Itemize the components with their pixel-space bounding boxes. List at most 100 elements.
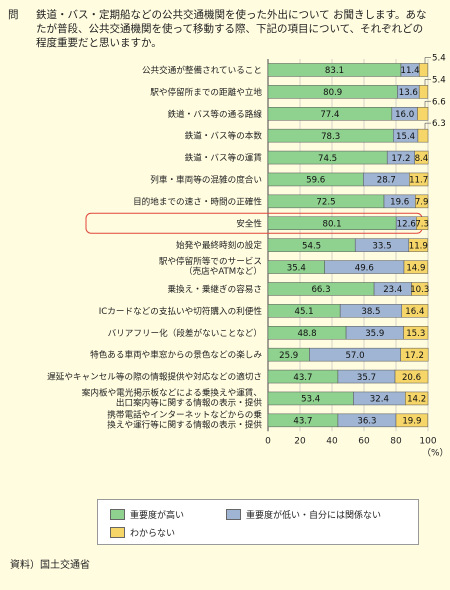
data-label: 57.0 <box>345 351 364 361</box>
data-label: 32.4 <box>370 395 389 405</box>
category-label: 安全性 <box>236 217 262 229</box>
bar-segment <box>418 63 429 77</box>
data-label: 36.3 <box>357 417 376 427</box>
category-label: バリアフリー化（段差がないことなど） <box>108 327 262 339</box>
data-label: 13.6 <box>399 88 418 98</box>
bar-segment <box>417 107 429 121</box>
data-label: 33.5 <box>372 241 391 251</box>
data-label: 49.6 <box>355 263 374 273</box>
data-label: 16.0 <box>395 110 414 120</box>
data-label: 23.4 <box>383 285 402 295</box>
bar-segment <box>394 369 429 384</box>
bar-segment <box>417 128 429 143</box>
bar-segment <box>401 304 429 318</box>
data-label: 14.2 <box>407 395 426 405</box>
data-label: 38.5 <box>361 307 380 317</box>
category-label: 目的地までの速さ・時間の正確性 <box>133 195 262 207</box>
data-label: 43.7 <box>293 417 312 427</box>
data-label: 72.5 <box>316 198 335 208</box>
data-label: 25.9 <box>279 351 298 361</box>
x-tick-label: 40 <box>326 436 338 446</box>
bar-segment <box>415 194 429 209</box>
data-label: 11.7 <box>409 176 428 186</box>
question-block: 問 鉄道・バス・定期船などの公共交通機関を使った外出について お聞きします。あな… <box>8 8 428 50</box>
category-label: 乗換え・乗継ぎの容易さ <box>167 283 262 295</box>
legend-label-high: 重要度が高い <box>130 511 185 521</box>
data-label: 53.4 <box>301 395 320 405</box>
bar-segment <box>403 260 429 274</box>
bar-segment <box>400 347 429 362</box>
data-label: 7.9 <box>415 198 429 208</box>
data-label: 10.3 <box>410 285 429 295</box>
callout-label: 5.4 <box>432 53 446 63</box>
category-label: 案内板や電光掲示板などによる乗換えや運賃、出口案内等に関する情報の表示・提供 <box>82 386 263 408</box>
legend-item-low: 重要度が低い・自分には関係ない <box>226 508 381 521</box>
callout-label: 6.3 <box>432 119 446 129</box>
data-label: 17.2 <box>391 154 410 164</box>
question-text: 鉄道・バス・定期船などの公共交通機関を使った外出について お聞きします。あなたが… <box>36 9 427 49</box>
data-label: 11.9 <box>409 241 428 251</box>
bar-segment <box>403 326 429 340</box>
x-tick-label: 80 <box>390 436 402 446</box>
data-label: 80.1 <box>323 219 342 229</box>
data-label: 74.5 <box>318 154 337 164</box>
data-label: 78.3 <box>321 132 340 142</box>
legend-swatch-high <box>110 509 125 520</box>
x-tick-label: 100 <box>419 436 436 446</box>
legend-label-unknown: わからない <box>130 529 176 539</box>
category-label: 鉄道・バス等の運賃 <box>185 152 263 164</box>
data-label: 59.6 <box>306 176 325 186</box>
x-tick-label: 60 <box>358 436 370 446</box>
data-label: 66.3 <box>311 285 330 295</box>
data-label: 35.7 <box>357 373 376 383</box>
callout-label: 6.6 <box>432 97 446 107</box>
x-tick-label: 20 <box>294 436 306 446</box>
legend-item-high: 重要度が高い <box>110 508 184 521</box>
bar-segment <box>414 150 429 165</box>
category-label: 列車・車両等の混雑の度合い <box>150 173 262 185</box>
data-label: 35.4 <box>287 263 306 273</box>
category-label: 特色ある車両や車窓からの景色などの楽しみ <box>90 349 262 361</box>
source-note: 資料）国土交通省 <box>10 560 90 571</box>
question-label: 問 <box>8 9 19 21</box>
legend: 重要度が高い 重要度が低い・自分には関係ない わからない <box>97 499 419 545</box>
x-tick-label: 0 <box>265 436 271 446</box>
data-label: 14.9 <box>406 263 425 273</box>
data-label: 15.3 <box>406 329 425 339</box>
category-label: 駅や停留所までの距離や立地 <box>150 86 262 98</box>
bar-segment <box>408 238 429 252</box>
data-label: 83.1 <box>325 66 344 76</box>
data-label: 20.6 <box>402 373 421 383</box>
bar-segment <box>416 216 429 230</box>
bar-segment <box>405 391 429 406</box>
data-label: 12.6 <box>397 219 416 229</box>
data-label: 77.4 <box>320 110 339 120</box>
data-label: 35.9 <box>365 329 384 339</box>
category-label: 駅や停留所等でのサービス（売店やATMなど） <box>159 255 262 277</box>
bar-segment <box>411 282 429 296</box>
legend-item-unknown: わからない <box>110 526 175 539</box>
legend-swatch-low <box>226 509 241 520</box>
data-label: 15.4 <box>396 132 415 142</box>
data-label: 17.2 <box>405 351 424 361</box>
callout-label: 5.4 <box>432 75 446 85</box>
category-label: 携帯電話やインターネットなどからの乗換えや運行等に関する情報の表示・提供 <box>107 408 262 430</box>
data-label: 11.4 <box>401 66 420 76</box>
bar-segment <box>418 85 429 99</box>
data-label: 54.5 <box>302 241 321 251</box>
data-label: 45.1 <box>295 307 314 317</box>
category-label: 鉄道・バス等の通る路線 <box>167 108 262 120</box>
data-label: 48.8 <box>297 329 316 339</box>
legend-swatch-unknown <box>110 527 125 538</box>
data-label: 28.7 <box>377 176 396 186</box>
category-label: 鉄道・バス等の本数 <box>185 130 263 142</box>
data-label: 19.6 <box>390 198 409 208</box>
category-label: 始発や最終時刻の設定 <box>176 239 262 251</box>
data-label: 16.4 <box>405 307 424 317</box>
data-label: 19.9 <box>402 417 421 427</box>
bar-segment <box>395 413 429 428</box>
data-label: 43.7 <box>293 373 312 383</box>
category-label: ICカードなどの支払いや切符購入の利便性 <box>99 305 263 317</box>
legend-label-low: 重要度が低い・自分には関係ない <box>246 511 382 521</box>
